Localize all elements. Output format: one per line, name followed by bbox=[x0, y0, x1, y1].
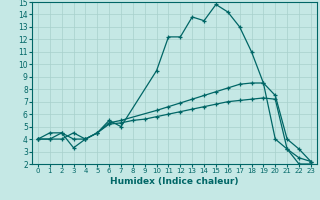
X-axis label: Humidex (Indice chaleur): Humidex (Indice chaleur) bbox=[110, 177, 239, 186]
